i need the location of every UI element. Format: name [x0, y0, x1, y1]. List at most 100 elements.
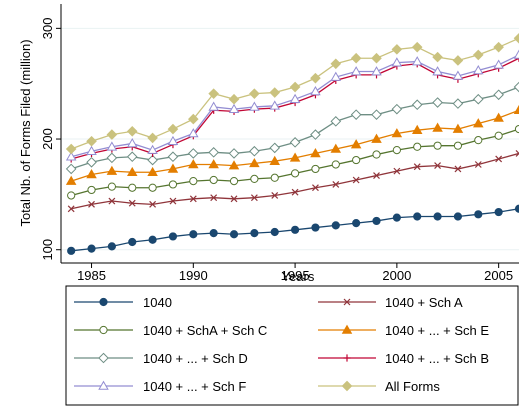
- legend-label: 1040 + SchA + Sch C: [143, 323, 267, 338]
- data-point: [147, 132, 158, 144]
- y-tick-label: 300: [40, 17, 55, 39]
- data-point: [106, 152, 118, 164]
- data-point: [148, 183, 157, 192]
- y-axis-ticks: 100 200 300: [40, 17, 61, 261]
- data-point: [432, 51, 443, 63]
- series-1040-sch-d: [65, 81, 519, 175]
- data-point: [513, 33, 519, 44]
- data-point: [311, 164, 320, 174]
- data-point: [472, 93, 484, 105]
- data-point: [106, 129, 118, 140]
- data-point: [352, 176, 360, 184]
- data-point: [413, 212, 422, 221]
- data-point: [147, 144, 158, 154]
- data-point: [106, 141, 118, 151]
- data-point: [371, 133, 382, 143]
- series-group: [65, 33, 519, 255]
- data-point: [65, 163, 77, 175]
- data-point: [271, 192, 279, 199]
- series-1040: [67, 204, 519, 255]
- data-point: [352, 155, 361, 165]
- legend-marker: [98, 380, 109, 390]
- data-point: [434, 162, 442, 170]
- data-point: [88, 200, 95, 208]
- data-point: [330, 143, 342, 153]
- data-point: [86, 135, 97, 147]
- data-point: [269, 155, 280, 165]
- data-point: [228, 160, 240, 170]
- data-point: [312, 184, 319, 192]
- legend-marker: [341, 324, 353, 334]
- legend-label: 1040 + ... + Sch D: [143, 351, 248, 366]
- legend-item: All Forms: [318, 379, 440, 394]
- data-point: [106, 165, 118, 175]
- data-point: [350, 52, 362, 64]
- data-point: [250, 174, 259, 183]
- data-point: [331, 221, 340, 230]
- data-point: [250, 194, 258, 202]
- x-tick-label: 1990: [179, 268, 208, 283]
- data-point: [454, 165, 462, 173]
- data-point: [188, 148, 199, 159]
- data-point: [310, 72, 321, 84]
- gridlines: [61, 27, 519, 251]
- legend-marker: [343, 298, 351, 306]
- data-point: [391, 128, 403, 138]
- data-point: [126, 151, 138, 163]
- data-point: [289, 152, 301, 162]
- series-1040-sch-a: [67, 149, 519, 213]
- data-point: [169, 197, 177, 205]
- data-point: [311, 223, 320, 232]
- data-point: [493, 59, 504, 69]
- data-point: [168, 180, 178, 189]
- data-point: [86, 169, 97, 179]
- legend-marker: [98, 352, 109, 364]
- legend-label: 1040 + ... + Sch B: [385, 351, 489, 366]
- data-point: [392, 213, 401, 222]
- x-axis-title: Years: [282, 269, 315, 284]
- data-point: [189, 176, 198, 186]
- legend-label: All Forms: [385, 379, 440, 394]
- data-point: [228, 93, 240, 105]
- data-point: [411, 56, 423, 66]
- data-point: [493, 112, 504, 122]
- y-tick-label: 200: [40, 128, 55, 150]
- series-1040-sch-e: [65, 104, 519, 185]
- legend-marker: [343, 354, 351, 362]
- data-point: [452, 123, 464, 133]
- data-point: [372, 216, 381, 226]
- data-point: [249, 157, 260, 168]
- data-point: [209, 175, 218, 185]
- data-point: [332, 180, 340, 188]
- data-point: [291, 188, 299, 196]
- data-point: [126, 138, 138, 148]
- data-point: [147, 154, 158, 166]
- data-point: [228, 103, 240, 113]
- data-point: [167, 151, 179, 163]
- data-point: [433, 141, 442, 150]
- data-point: [393, 167, 401, 175]
- y-tick-label: 100: [40, 239, 55, 261]
- data-point: [310, 86, 321, 96]
- data-point: [229, 176, 239, 186]
- data-point: [208, 159, 219, 169]
- legend-item: 1040 + SchA + Sch C: [74, 323, 267, 338]
- data-point: [474, 210, 483, 219]
- data-point: [392, 146, 401, 155]
- data-point: [290, 169, 300, 178]
- legend-item: 1040 + ... + Sch D: [74, 351, 248, 366]
- data-point: [371, 66, 382, 76]
- data-point: [228, 148, 240, 159]
- data-point: [494, 207, 503, 217]
- data-point: [493, 89, 504, 101]
- x-tick-label: 2000: [382, 268, 411, 283]
- legend-marker: [99, 297, 108, 307]
- data-point: [432, 122, 443, 132]
- legend-label: 1040 + ... + Sch E: [385, 323, 489, 338]
- data-point: [433, 212, 442, 221]
- data-point: [249, 88, 260, 99]
- data-point: [514, 204, 519, 213]
- data-point: [310, 129, 321, 140]
- data-point: [494, 131, 503, 140]
- data-point: [67, 205, 75, 213]
